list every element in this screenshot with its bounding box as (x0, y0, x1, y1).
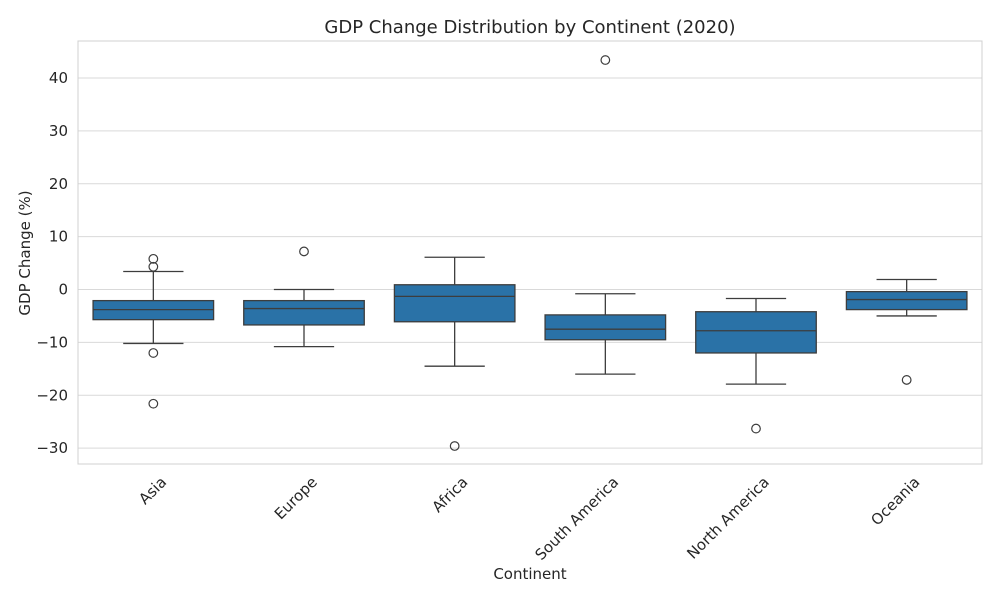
box-iqr (544, 314, 667, 341)
outlier-point (299, 246, 309, 257)
y-tick-labels: −30 −20 −10 0 10 20 30 40 (36, 69, 68, 457)
box-group (92, 253, 215, 409)
x-tick-label: North America (683, 473, 773, 563)
y-tick-label: 20 (49, 175, 68, 193)
box-group (243, 246, 365, 348)
x-tick-label: Oceania (867, 473, 923, 529)
box-group (544, 55, 667, 375)
outlier-point (449, 441, 460, 451)
outlier-point (751, 423, 761, 434)
box-group (695, 297, 817, 434)
box-iqr (845, 290, 968, 311)
chart-title: GDP Change Distribution by Continent (20… (324, 17, 735, 38)
box-iqr (695, 311, 817, 354)
x-tick-label: Africa (429, 473, 472, 516)
box-series (92, 55, 968, 451)
y-tick-label: 10 (49, 228, 68, 246)
y-tick-label: 0 (58, 281, 68, 299)
outlier-point (901, 375, 912, 385)
outlier-point (148, 348, 159, 358)
x-axis-label: Continent (493, 565, 566, 583)
box-iqr (243, 299, 365, 326)
x-tick-label: Asia (135, 473, 170, 508)
outlier-point (148, 261, 159, 272)
x-tick-label: South America (531, 473, 622, 564)
outlier-point (600, 55, 611, 65)
grid-lines (78, 77, 982, 449)
box-group (845, 278, 968, 385)
box-group (393, 256, 516, 451)
x-tick-label: Europe (271, 473, 321, 523)
x-tick-labels: Asia Europe Africa South America North Ameri… (135, 473, 923, 564)
plot-frame (77, 40, 983, 465)
box-iqr (393, 284, 516, 323)
outlier-point (148, 253, 159, 264)
y-tick-label: −30 (36, 439, 68, 457)
y-tick-label: 40 (49, 69, 68, 87)
y-tick-label: 30 (49, 122, 68, 140)
outlier-point (148, 398, 159, 409)
y-tick-label: −20 (36, 386, 68, 404)
y-axis-label: GDP Change (%) (16, 190, 34, 315)
y-tick-label: −10 (36, 333, 68, 351)
